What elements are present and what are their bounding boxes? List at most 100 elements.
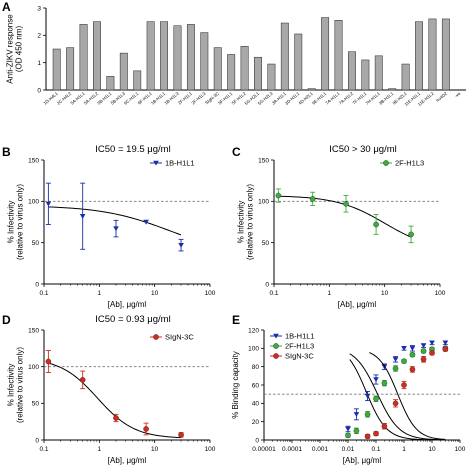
- panel-label-d: D: [2, 313, 11, 327]
- e-data-point: [420, 348, 427, 354]
- e-data-point: [409, 346, 416, 351]
- bar: [106, 76, 115, 91]
- b-y-tick-label: 0: [35, 281, 39, 288]
- c-x-tick-label: 100: [435, 290, 446, 297]
- c-data-point: [309, 196, 316, 202]
- e-fit-curve: [349, 359, 446, 441]
- d-data-point: [79, 377, 86, 383]
- bar: [334, 20, 343, 91]
- bar: [321, 17, 330, 91]
- b-title: IC50 = 19.5 μg/ml: [95, 144, 170, 155]
- b-x-tick-label: 100: [205, 290, 216, 297]
- e-data-point: [345, 426, 351, 432]
- e-x-tick-label: 0.00001: [252, 446, 276, 453]
- b-y-tick-label: 100: [28, 199, 39, 206]
- e-x-tick-label: 0.1: [371, 446, 380, 453]
- a-y-tick-label: 1: [37, 60, 41, 67]
- panel-label-a: A: [2, 0, 11, 14]
- e-data-point: [364, 433, 371, 440]
- e-y-tick-label: 60: [252, 382, 260, 389]
- e-data-point: [373, 430, 379, 437]
- bar: [133, 70, 142, 91]
- bar: [307, 88, 316, 91]
- b-x-axis-title: [Ab], μg/ml: [108, 300, 147, 309]
- e-y-tick-label: 80: [252, 364, 260, 371]
- bar: [267, 63, 276, 91]
- bar: [119, 52, 128, 91]
- b-y-axis-title: % Infectivity(relative to virus only): [7, 184, 25, 260]
- b-data-point: [45, 201, 52, 207]
- b-data-point: [79, 214, 86, 219]
- bar: [66, 47, 75, 91]
- e-x-axis-title: [Ab], μg/ml: [343, 456, 382, 465]
- d-y-tick-label: 150: [28, 327, 39, 334]
- c-legend-label: 2F-H1L3: [395, 159, 424, 168]
- e-data-point: [381, 423, 388, 430]
- bar: [173, 25, 182, 91]
- e-legend-label: SIgN-3C: [285, 352, 314, 361]
- e-data-point: [381, 380, 388, 386]
- e-data-point: [420, 356, 427, 363]
- e-data-point: [420, 343, 427, 349]
- e-data-point: [401, 382, 407, 388]
- c-x-tick-label: 0.1: [269, 290, 278, 297]
- e-data-point: [373, 395, 379, 402]
- c-data-point: [373, 221, 379, 228]
- bar: [52, 48, 61, 91]
- e-legend-marker: [273, 333, 279, 339]
- d-legend-label: SIgN-3C: [165, 333, 194, 342]
- d-data-point: [178, 432, 184, 438]
- d-x-tick-label: 10: [151, 446, 159, 453]
- e-data-point: [353, 428, 360, 434]
- c-legend-marker: [383, 160, 389, 166]
- e-data-point: [345, 432, 351, 439]
- d-data-point: [113, 415, 119, 421]
- d-x-tick-label: 0.1: [39, 446, 48, 453]
- e-x-tick-label: 100: [455, 446, 466, 453]
- b-x-tick-label: 0.1: [39, 290, 48, 297]
- bar: [240, 46, 249, 91]
- e-data-point: [401, 346, 407, 351]
- e-data-point: [401, 358, 407, 364]
- bar: [160, 21, 169, 91]
- c-x-axis-title: [Ab], μg/ml: [338, 300, 377, 309]
- e-data-point: [409, 366, 416, 373]
- c-x-tick-label: 1: [328, 290, 332, 297]
- d-x-axis-title: [Ab], μg/ml: [108, 456, 147, 465]
- b-data-point: [143, 219, 149, 225]
- e-fit-curve: [369, 352, 446, 440]
- e-y-tick-label: 40: [252, 401, 260, 408]
- panel-label-b: B: [2, 145, 11, 159]
- b-data-point: [113, 226, 119, 232]
- bar: [93, 21, 101, 91]
- d-y-tick-label: 100: [28, 364, 39, 371]
- d-data-point: [143, 426, 149, 432]
- e-y-tick-label: 120: [248, 327, 259, 334]
- bar: [401, 63, 410, 91]
- e-y-axis-title: % Binding capacity: [231, 351, 240, 419]
- bar: [146, 21, 155, 91]
- a-y-tick-label: 0: [37, 87, 41, 94]
- c-x-tick-label: 10: [381, 290, 389, 297]
- c-data-point: [343, 201, 349, 207]
- e-fit-curve: [349, 353, 446, 441]
- b-y-tick-label: 150: [28, 157, 39, 164]
- b-data-point: [178, 242, 184, 248]
- bar: [254, 56, 262, 91]
- c-data-point: [275, 192, 282, 199]
- c-y-tick-label: 150: [258, 157, 269, 164]
- e-data-point: [409, 351, 416, 358]
- c-y-tick-label: 0: [265, 281, 269, 288]
- bar: [213, 47, 222, 91]
- e-legend-label: 2F-H1L3: [285, 342, 314, 351]
- e-data-point: [364, 411, 371, 418]
- e-x-tick-label: 0.01: [342, 446, 355, 453]
- b-y-tick-label: 50: [32, 240, 40, 247]
- e-data-point: [373, 377, 379, 383]
- e-data-point: [442, 346, 449, 353]
- bar: [200, 32, 209, 91]
- panel-label-c: C: [232, 145, 241, 159]
- d-y-tick-label: 0: [35, 437, 39, 444]
- c-title: IC50 > 30 μg/ml: [329, 144, 397, 155]
